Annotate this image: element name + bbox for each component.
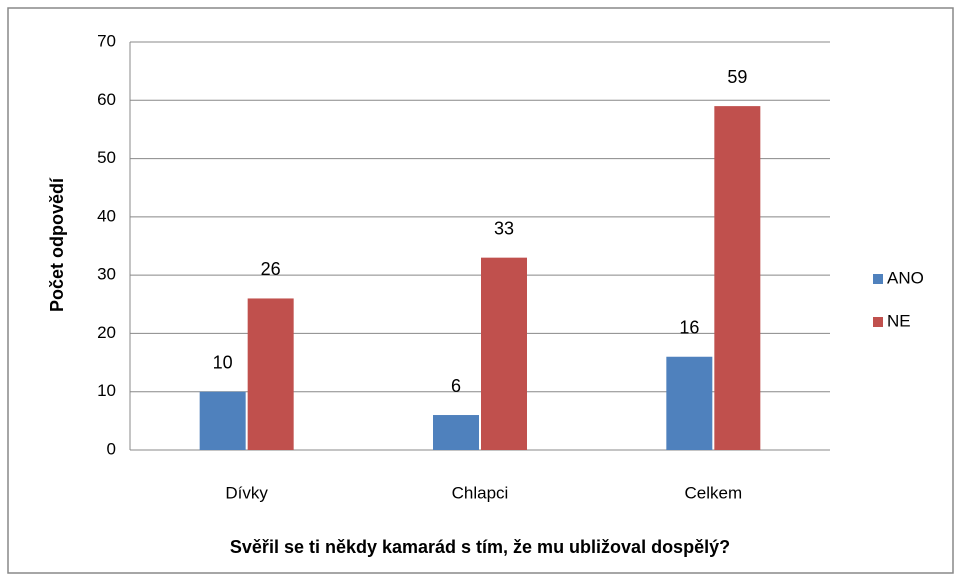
y-tick-label: 40 (97, 206, 116, 225)
y-axis-label: Počet odpovědí (47, 177, 67, 312)
y-tick-label: 0 (107, 439, 116, 458)
bar (433, 415, 479, 450)
y-tick-label: 60 (97, 90, 116, 109)
bar (247, 298, 294, 450)
data-label: 26 (261, 259, 281, 279)
bar (481, 257, 527, 450)
data-label: 6 (451, 376, 461, 396)
bar (199, 391, 246, 450)
y-tick-label: 30 (97, 265, 116, 284)
data-label: 10 (213, 352, 233, 372)
y-tick-label: 70 (97, 31, 116, 50)
chart-frame (7, 7, 954, 574)
y-tick-label: 20 (97, 323, 116, 342)
x-tick-label: Celkem (685, 483, 743, 502)
legend-swatch (873, 274, 883, 284)
x-tick-label: Chlapci (452, 483, 509, 502)
legend-swatch (873, 317, 883, 327)
data-label: 59 (727, 67, 747, 87)
data-label: 33 (494, 218, 514, 238)
bar (666, 356, 713, 450)
data-label: 16 (679, 317, 699, 337)
legend-label: NE (887, 311, 911, 330)
x-tick-label: Dívky (225, 483, 268, 502)
bar (714, 106, 761, 450)
x-axis-label: Svěřil se ti někdy kamarád s tím, že mu … (230, 537, 730, 557)
y-tick-label: 50 (97, 148, 116, 167)
y-tick-label: 10 (97, 381, 116, 400)
legend-label: ANO (887, 268, 924, 287)
